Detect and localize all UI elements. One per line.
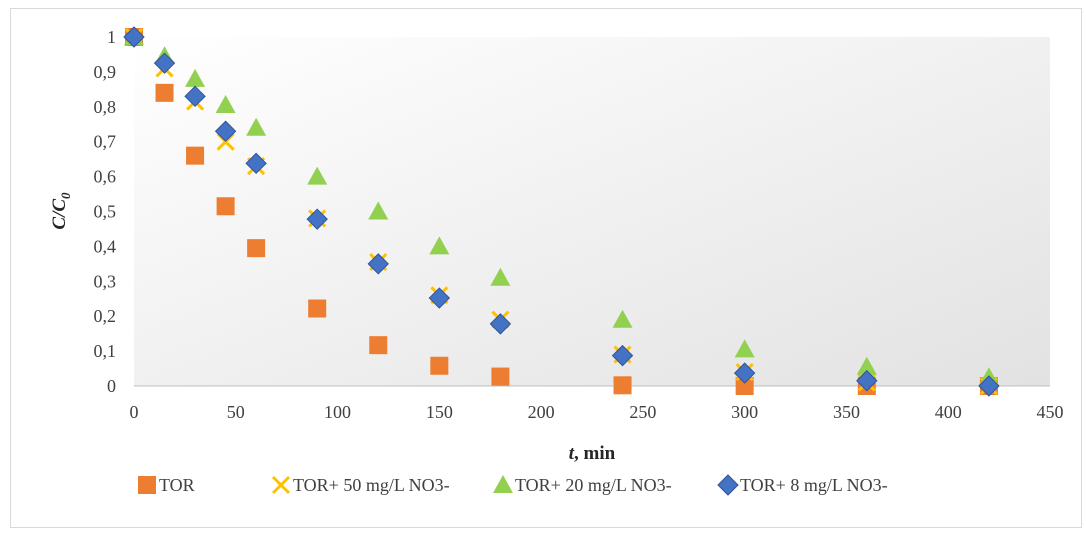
- data-point-diamond: [611, 344, 634, 367]
- x-tick-label: 250: [629, 402, 656, 422]
- legend-marker-x: [271, 475, 291, 495]
- legend-item-x: TOR+ 50 mg/L NO3-: [271, 475, 450, 495]
- data-point-diamond: [428, 287, 451, 309]
- y-tick-label: 0,5: [94, 202, 117, 222]
- x-tick-label: 350: [833, 402, 860, 422]
- y-tick-label: 0,2: [94, 306, 117, 326]
- x-tick-label: 100: [324, 402, 351, 422]
- legend: TOR TOR+ 50 mg/L NO3- TOR+ 20 mg/L NO3- TOR…: [138, 474, 888, 496]
- legend-marker-diamond: [717, 474, 739, 496]
- data-point-diamond: [245, 152, 267, 175]
- y-tick-label: 0,7: [94, 132, 117, 152]
- x-tick-label: 50: [227, 402, 245, 422]
- data-point-diamond: [153, 52, 176, 74]
- data-point-triangle: [215, 95, 236, 114]
- data-point-diamond: [214, 120, 237, 142]
- data-point-diamond: [306, 208, 328, 230]
- y-tick-label: 0,4: [94, 236, 117, 256]
- data-point-triangle: [612, 309, 633, 328]
- data-point-square: [308, 299, 327, 318]
- legend-label: TOR+ 50 mg/L NO3-: [293, 475, 450, 495]
- x-tick-label: 200: [528, 402, 555, 422]
- y-tick-label: 1: [107, 27, 116, 47]
- legend-item-square: TOR: [138, 475, 195, 495]
- data-point-diamond: [856, 370, 878, 392]
- data-point-square: [735, 377, 754, 395]
- y-tick-label: 0,3: [94, 271, 117, 291]
- data-point-triangle: [856, 356, 877, 375]
- x-tick-label: 400: [935, 402, 962, 422]
- y-tick-labels: 0 0,1 0,2 0,3 0,4 0,5 0,6 0,7 0,8 0,9 1: [94, 27, 117, 396]
- data-point-triangle: [368, 201, 389, 220]
- x-axis-title-var: t: [569, 443, 575, 464]
- legend-label: TOR+ 8 mg/L NO3-: [740, 475, 888, 495]
- legend-label: TOR: [159, 475, 195, 495]
- data-point-diamond: [733, 362, 756, 384]
- legend-label: TOR+ 20 mg/L NO3-: [515, 475, 672, 495]
- y-axis-title-main: C/C: [49, 199, 70, 230]
- x-tick-label: 450: [1037, 402, 1064, 422]
- data-point-triangle: [429, 236, 450, 255]
- x-tick-label: 300: [731, 402, 758, 422]
- y-axis-title: C/C0: [49, 192, 73, 230]
- data-point-diamond: [184, 85, 206, 108]
- y-tick-label: 0,6: [94, 167, 117, 187]
- legend-marker-square: [138, 476, 156, 494]
- data-point-square: [186, 146, 205, 165]
- data-point-diamond: [367, 253, 389, 275]
- series-diamond: [123, 26, 1000, 397]
- x-tick-label: 150: [426, 402, 453, 422]
- data-point-square: [216, 197, 235, 216]
- legend-item-diamond: TOR+ 8 mg/L NO3-: [717, 474, 888, 496]
- data-point-diamond: [489, 313, 512, 335]
- y-tick-label: 0: [107, 376, 116, 396]
- legend-marker-triangle: [493, 475, 513, 493]
- y-axis-title-sub: 0: [58, 192, 73, 199]
- data-point-triangle: [307, 166, 328, 185]
- data-point-triangle: [246, 117, 267, 136]
- scatter-chart: 0 0,1 0,2 0,3 0,4 0,5 0,6 0,7 0,8 0,9 1 0 50 100 150 2…: [49, 26, 1064, 496]
- data-point-square: [430, 356, 449, 375]
- data-markers: [123, 26, 1000, 397]
- x-axis-title: t, min: [569, 443, 616, 464]
- data-point-diamond: [978, 375, 1000, 397]
- data-point-diamond: [123, 26, 145, 48]
- data-point-triangle: [490, 267, 511, 286]
- data-point-square: [369, 336, 388, 355]
- x-axis-title-rest: , min: [574, 443, 616, 464]
- data-point-triangle: [734, 339, 755, 358]
- data-point-square: [613, 376, 632, 395]
- data-point-square: [247, 239, 266, 258]
- legend-item-triangle: TOR+ 20 mg/L NO3-: [493, 475, 672, 495]
- x-tick-label: 0: [130, 402, 139, 422]
- y-tick-label: 0,1: [94, 341, 117, 361]
- data-point-triangle: [185, 68, 206, 87]
- y-tick-label: 0,9: [94, 62, 117, 82]
- x-tick-labels: 0 50 100 150 200 250 300 350 400 450: [130, 402, 1064, 422]
- y-tick-label: 0,8: [94, 97, 117, 117]
- data-point-square: [155, 83, 174, 102]
- chart-frame: 0 0,1 0,2 0,3 0,4 0,5 0,6 0,7 0,8 0,9 1 0 50 100 150 2…: [10, 8, 1082, 528]
- plot-area: [134, 37, 1050, 386]
- data-point-square: [491, 367, 510, 386]
